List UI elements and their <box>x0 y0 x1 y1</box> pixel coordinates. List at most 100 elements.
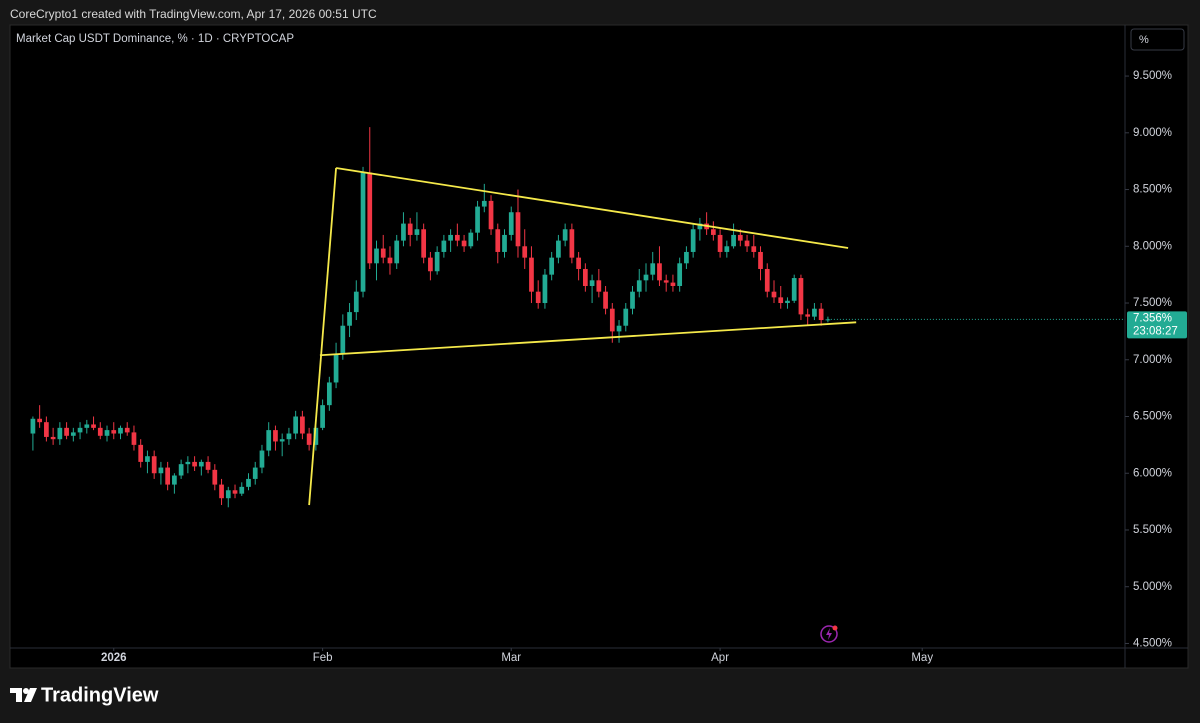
candle-body <box>434 251 440 272</box>
candle-body <box>401 223 406 241</box>
candle-body <box>259 450 265 468</box>
candle-body <box>212 469 218 485</box>
y-tick-label: 9.500% <box>1133 70 1172 82</box>
candle-body <box>246 478 251 487</box>
candle-body <box>623 308 629 326</box>
alert-dot <box>832 625 838 631</box>
candle-body <box>751 246 757 252</box>
candle-body <box>791 278 797 301</box>
candle-body <box>394 240 400 264</box>
candle-body <box>124 427 130 433</box>
unit-button-label[interactable]: % <box>1139 34 1149 46</box>
candle-body <box>778 297 784 304</box>
candle-body <box>670 282 676 287</box>
candle-body <box>643 274 649 281</box>
candle-body <box>609 308 615 332</box>
candle-body <box>340 325 346 355</box>
candle-body <box>529 257 534 292</box>
candle-body <box>111 430 117 434</box>
candle-body <box>30 418 36 434</box>
candle-body <box>663 280 669 283</box>
candle-body <box>151 456 157 474</box>
candle-body <box>428 257 433 272</box>
candle-body <box>185 461 191 465</box>
candle-body <box>239 486 245 494</box>
candle-body <box>636 280 642 292</box>
y-tick-label: 8.000% <box>1133 240 1172 252</box>
logo-dot <box>23 688 29 694</box>
candle-body <box>542 274 548 304</box>
logo-icon <box>10 688 37 702</box>
candle-body <box>711 229 716 235</box>
candle-body <box>353 291 359 313</box>
candle-body <box>515 212 521 247</box>
x-tick-label: Feb <box>313 652 333 664</box>
candle-body <box>596 280 602 292</box>
candle-body <box>481 200 487 207</box>
candle-body <box>744 240 750 247</box>
candle-body <box>300 416 305 434</box>
candle-body <box>603 291 608 309</box>
candle-body <box>333 354 339 383</box>
candle-body <box>535 291 541 304</box>
candle-body <box>64 427 69 436</box>
candle-body <box>556 240 561 258</box>
candle-body <box>731 234 736 247</box>
trend-line <box>335 167 849 249</box>
candle-body <box>650 263 656 275</box>
y-tick-label: 7.000% <box>1133 354 1172 366</box>
y-tick-label: 5.000% <box>1133 581 1172 593</box>
candle-body <box>569 229 575 258</box>
candle-body <box>421 229 427 258</box>
candle-body <box>313 427 319 445</box>
candle-body <box>104 430 110 436</box>
candle-body <box>70 432 76 436</box>
candle-body <box>657 263 662 281</box>
candle-body <box>454 234 460 241</box>
candle-body <box>306 433 312 445</box>
candle-body <box>225 490 231 499</box>
candle-body <box>771 291 777 298</box>
candle-body <box>279 439 285 442</box>
x-tick-label: 2026 <box>101 652 127 664</box>
candle-body <box>616 325 622 332</box>
unit-button[interactable] <box>1130 28 1185 51</box>
candle-body <box>347 312 352 326</box>
candle-body <box>461 240 467 247</box>
candle-body <box>764 268 770 292</box>
candle-body <box>630 291 635 309</box>
candle-body <box>172 475 177 485</box>
candle-body <box>717 234 723 252</box>
y-tick-label: 5.500% <box>1133 524 1172 536</box>
candle-body <box>697 223 703 230</box>
candle-body <box>266 430 272 451</box>
candle-body <box>414 229 420 235</box>
candle-body <box>77 427 83 433</box>
candle-body <box>798 278 804 315</box>
candle-body <box>812 308 817 317</box>
candle-body <box>380 248 386 258</box>
candle-body <box>758 251 763 269</box>
candle-body <box>737 234 743 241</box>
candle-body <box>205 461 211 470</box>
candle-body <box>508 212 514 235</box>
x-tick-label: Mar <box>501 652 521 664</box>
candle-body <box>468 232 474 247</box>
x-tick-label: Apr <box>711 652 729 664</box>
candle-body <box>232 490 238 494</box>
candle-body <box>441 240 447 252</box>
candle-body <box>252 467 258 479</box>
alert-icon[interactable] <box>820 625 838 643</box>
candle-body <box>785 300 790 304</box>
candle-body <box>84 424 90 428</box>
candle-body <box>118 427 123 434</box>
candle-body <box>677 263 683 287</box>
candle-body <box>37 418 43 423</box>
alert-bolt <box>826 628 832 640</box>
y-tick-label: 6.000% <box>1133 467 1172 479</box>
candle-body <box>320 405 325 428</box>
candle-body <box>475 206 480 233</box>
candle-body <box>360 172 366 292</box>
